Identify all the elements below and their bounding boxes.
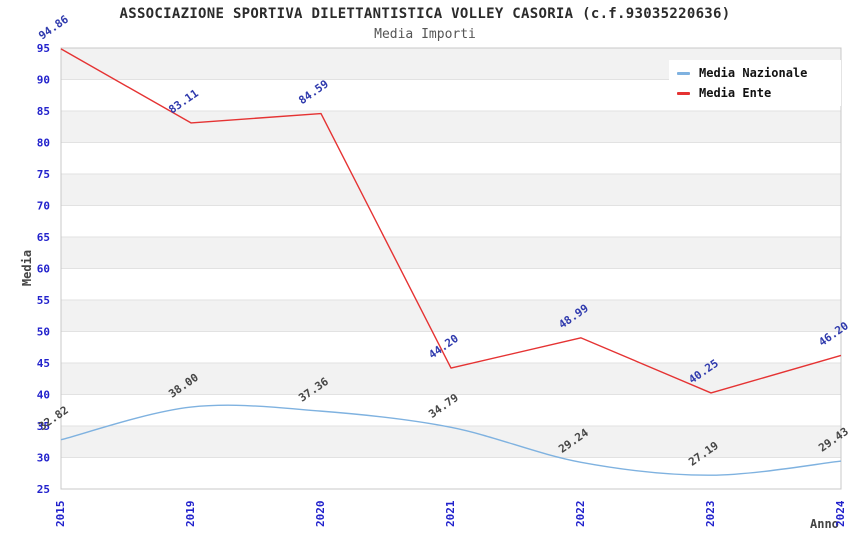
legend-item-media-nazionale: Media Nazionale	[677, 63, 841, 83]
legend-swatch-media-ente	[677, 91, 690, 95]
legend-label-media-ente: Media Ente	[699, 86, 772, 100]
data-label: 34.79	[426, 391, 461, 421]
y-tick-label: 80	[37, 137, 50, 150]
x-tick-label: 2021	[444, 500, 457, 527]
x-tick-label: 2024	[834, 500, 847, 527]
legend: Media Nazionale Media Ente	[669, 60, 841, 106]
y-tick-label: 65	[37, 231, 50, 244]
x-axis-title: Anno	[810, 517, 839, 531]
y-tick-label: 50	[37, 326, 50, 339]
y-tick-label: 90	[37, 74, 50, 87]
y-tick-label: 30	[37, 452, 50, 465]
plot-band	[61, 300, 841, 332]
y-tick-label: 70	[37, 200, 50, 213]
x-tick-label: 2022	[574, 501, 587, 528]
y-tick-label: 60	[37, 263, 50, 276]
y-tick-label: 35	[37, 420, 50, 433]
x-tick-label: 2023	[704, 501, 717, 528]
y-tick-label: 75	[37, 168, 50, 181]
y-tick-label: 85	[37, 105, 50, 118]
y-tick-label: 40	[37, 389, 50, 402]
plot-band	[61, 426, 841, 458]
series-line-media-ente	[60, 48, 842, 394]
plot-band	[61, 237, 841, 269]
chart-title: ASSOCIAZIONE SPORTIVA DILETTANTISTICA VO…	[119, 6, 731, 22]
legend-item-media-ente: Media Ente	[677, 83, 841, 103]
legend-label-media-nazionale: Media Nazionale	[699, 66, 808, 80]
series-line-media-nazionale	[60, 404, 842, 476]
x-tick-label: 2015	[54, 501, 67, 528]
plot-band	[61, 111, 841, 143]
data-label: 94.86	[36, 12, 71, 42]
legend-swatch-media-nazionale	[677, 71, 690, 75]
y-tick-label: 55	[37, 294, 50, 307]
chart-subtitle: Media Importi	[374, 27, 476, 42]
y-tick-label: 95	[37, 42, 50, 55]
plot-border	[60, 47, 842, 490]
y-tick-label: 45	[37, 357, 50, 370]
plot-band	[61, 174, 841, 206]
data-label: 44.20	[426, 332, 461, 362]
data-label: 84.59	[296, 77, 331, 107]
y-tick-label: 25	[37, 483, 50, 496]
x-tick-label: 2019	[184, 501, 197, 528]
x-tick-label: 2020	[314, 501, 327, 528]
